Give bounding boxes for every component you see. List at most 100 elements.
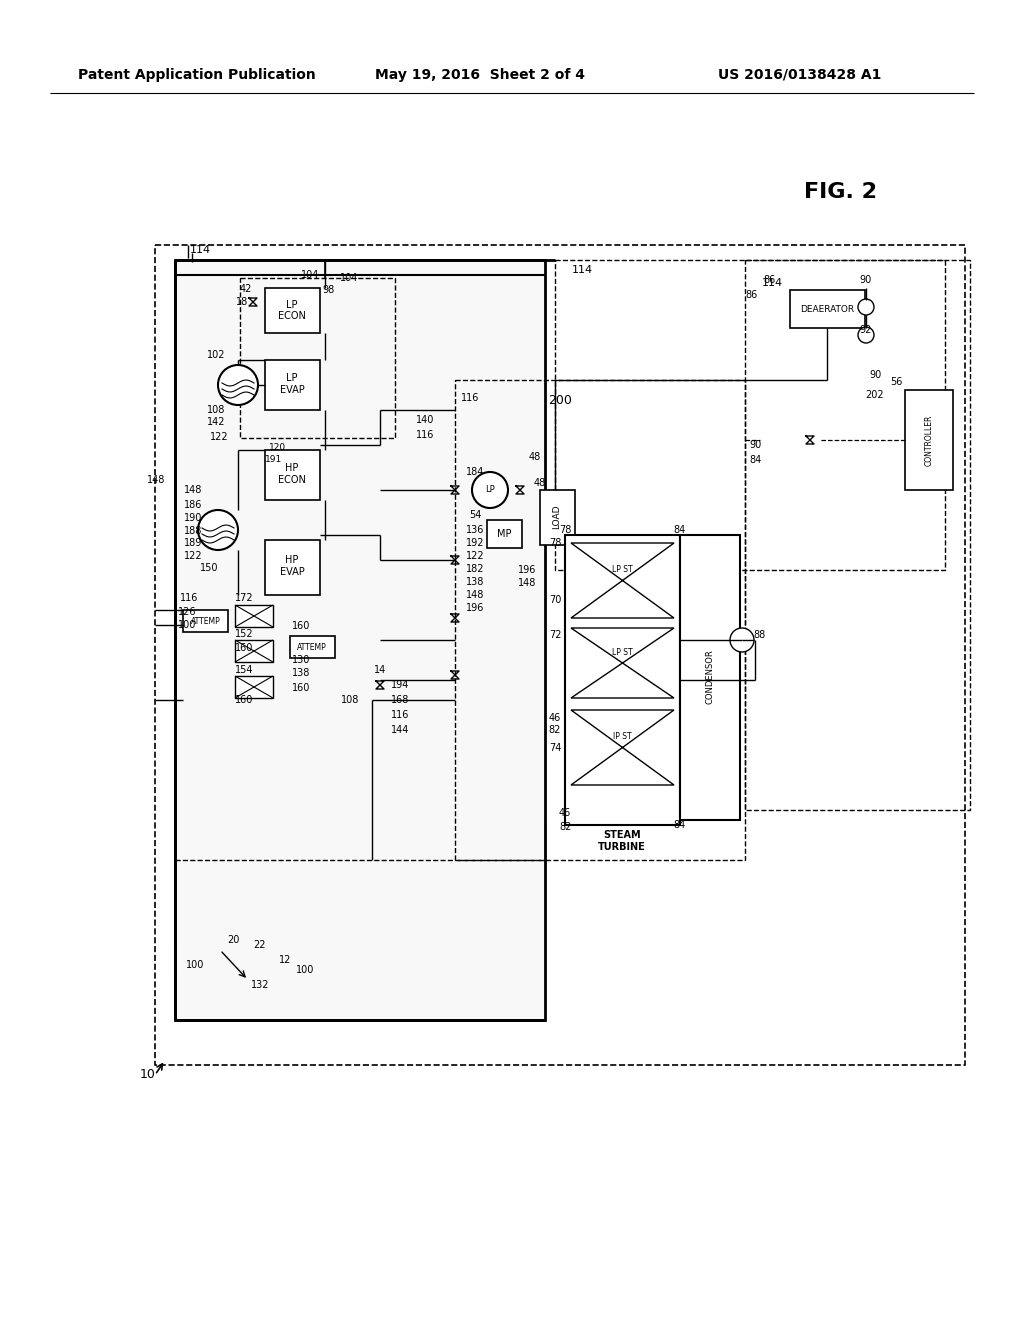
Text: 102: 102 [207,350,225,360]
Text: 126: 126 [178,607,197,616]
Text: FIG. 2: FIG. 2 [804,182,877,202]
Text: 194: 194 [391,680,410,690]
Text: 92: 92 [860,325,872,335]
Polygon shape [571,710,674,785]
Text: US 2016/0138428 A1: US 2016/0138428 A1 [718,69,882,82]
Text: 74: 74 [549,743,561,752]
Text: LP: LP [287,374,298,383]
Text: 191: 191 [265,455,282,465]
Bar [175,260,545,1020]
Text: 108: 108 [341,696,359,705]
Text: ATTEMP: ATTEMP [297,643,327,652]
Text: 200: 200 [548,393,572,407]
Text: 152: 152 [234,630,254,639]
Polygon shape [571,543,674,618]
Text: 20: 20 [226,935,240,945]
Circle shape [472,473,508,508]
Text: 196: 196 [518,565,537,576]
Text: 148: 148 [146,475,165,484]
Circle shape [858,300,874,315]
Text: LP: LP [485,486,495,495]
Bar [265,360,319,411]
Text: 160: 160 [234,643,253,653]
Text: 182: 182 [466,564,484,574]
Text: 132: 132 [251,979,269,990]
Text: IP ST: IP ST [613,731,632,741]
Bar [240,279,395,438]
Bar [540,490,575,545]
Text: 189: 189 [184,539,203,548]
Text: 148: 148 [518,578,537,587]
Text: 114: 114 [762,279,783,288]
Circle shape [198,510,238,550]
Text: STEAM: STEAM [603,830,641,840]
Bar [290,636,335,657]
Text: 70: 70 [549,595,561,605]
Text: LOAD: LOAD [553,504,561,529]
Text: 22: 22 [254,940,266,950]
Text: 18: 18 [236,297,248,308]
Text: CONDENSOR: CONDENSOR [706,649,715,705]
Text: 82: 82 [549,725,561,735]
Text: 100: 100 [296,965,314,975]
Text: 142: 142 [207,417,225,426]
Bar [234,676,273,698]
Text: 116: 116 [461,393,479,403]
Text: 14: 14 [374,665,386,675]
Circle shape [730,628,754,652]
Text: 138: 138 [466,577,484,587]
Circle shape [858,327,874,343]
Text: 84: 84 [674,525,686,535]
Text: Patent Application Publication: Patent Application Publication [78,69,315,82]
Text: 84: 84 [749,455,761,465]
Text: 10: 10 [140,1068,156,1081]
Text: 138: 138 [292,668,310,678]
Text: 160: 160 [292,620,310,631]
Text: 100: 100 [185,960,204,970]
Text: 114: 114 [190,246,211,255]
Text: 148: 148 [466,590,484,601]
Text: 130: 130 [292,655,310,665]
Text: 90: 90 [749,440,761,450]
Text: 78: 78 [549,539,561,548]
Text: 54: 54 [469,510,481,520]
Bar [234,640,273,663]
Text: 72: 72 [549,630,561,640]
Text: DEAERATOR: DEAERATOR [800,305,854,314]
Text: LP ST: LP ST [612,648,633,657]
Bar [680,535,740,820]
Text: 90: 90 [869,370,881,380]
Text: 108: 108 [207,405,225,414]
Text: 136: 136 [466,525,484,535]
Text: 154: 154 [234,665,254,675]
Text: LP: LP [287,300,298,310]
Text: 196: 196 [466,603,484,612]
Text: CONTROLLER: CONTROLLER [925,414,934,466]
Text: 122: 122 [210,432,228,442]
Text: May 19, 2016  Sheet 2 of 4: May 19, 2016 Sheet 2 of 4 [375,69,585,82]
Text: 98: 98 [322,285,334,294]
Text: 86: 86 [764,275,776,285]
Text: MP: MP [497,529,511,539]
Text: 190: 190 [184,513,203,523]
Text: ATTEMP: ATTEMP [191,616,221,626]
Circle shape [218,366,258,405]
Text: 100: 100 [178,620,197,630]
Bar [487,520,522,548]
Bar [265,540,319,595]
Text: HP: HP [286,554,299,565]
Bar [265,450,319,500]
Bar [905,389,953,490]
Text: 46: 46 [559,808,571,818]
Polygon shape [571,628,674,698]
Text: 42: 42 [240,284,252,294]
Bar [183,610,228,632]
Text: 168: 168 [391,696,410,705]
Bar [455,380,745,861]
Bar [234,605,273,627]
Text: 114: 114 [572,265,593,275]
Bar [555,260,945,570]
Text: 186: 186 [184,500,203,510]
Bar [565,535,680,825]
Text: 116: 116 [416,430,434,440]
